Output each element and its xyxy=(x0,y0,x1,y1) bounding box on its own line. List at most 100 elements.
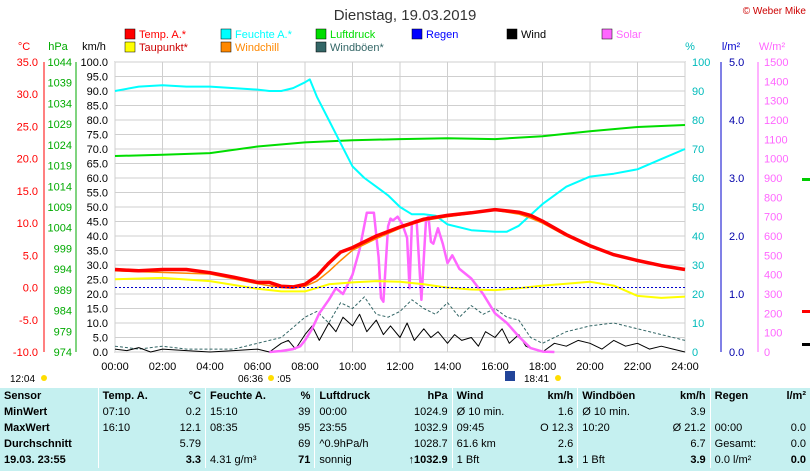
stats-row-avg: Durchschnitt 5.79 69 ^0.9hPa/h 1028.7 61… xyxy=(0,436,810,452)
wind-tick-label: 85.0 xyxy=(87,101,108,113)
legend-label: Windchill xyxy=(235,42,279,54)
x-tick-label: 18:00 xyxy=(529,361,557,373)
pressure-tick-label: 974 xyxy=(54,347,72,359)
pressure-tick-label: 1014 xyxy=(48,181,72,193)
humidity-tick-label: 60 xyxy=(692,173,704,185)
humidity-tick-label: 80 xyxy=(692,115,704,127)
x-tick-label: 00:00 xyxy=(101,361,129,373)
stats-cell: 3.9 xyxy=(690,454,706,466)
edge-mark-black xyxy=(802,343,810,346)
pressure-tick-label: 999 xyxy=(54,243,72,255)
legend-label: Taupunkt* xyxy=(139,42,189,54)
edge-mark-red xyxy=(802,310,810,313)
stats-cell: 2.6 xyxy=(557,438,574,450)
humidity-tick-label: 30 xyxy=(692,260,704,272)
temp-tick-label: -10.0 xyxy=(13,347,38,359)
wind-tick-label: 15.0 xyxy=(87,304,108,316)
sunrise-marker xyxy=(268,375,274,381)
pressure-tick-label: 1034 xyxy=(48,98,72,110)
temp-tick-label: 35.0 xyxy=(17,57,38,69)
weather-chart: Dienstag, 19.03.2019 © Weber Mike Temp. … xyxy=(10,6,810,385)
x-tick-label: 22:00 xyxy=(624,361,652,373)
x-tick-label: 12:00 xyxy=(386,361,414,373)
stats-cell: 6.7 xyxy=(690,438,706,450)
wind-tick-label: 90.0 xyxy=(87,86,108,98)
rain-tick-label: 1.0 xyxy=(729,289,744,301)
stats-row-current: 19.03. 23:55 3.3 4.31 g/m³ 71 sonnig ↑10… xyxy=(0,452,810,468)
x-tick-label: 02:00 xyxy=(149,361,177,373)
sunset-icon xyxy=(505,371,515,381)
legend-swatch xyxy=(315,28,327,40)
stats-cell: Ø 10 min. xyxy=(577,404,657,420)
humidity-tick-label: 20 xyxy=(692,289,704,301)
temp-unit: °C xyxy=(18,41,30,53)
stats-cell xyxy=(709,404,775,420)
pressure-tick-label: 1019 xyxy=(48,161,72,173)
stats-cell: 61.6 km xyxy=(451,436,525,452)
stats-cell: 4.31 g/m³ xyxy=(205,452,289,468)
chart-title: Dienstag, 19.03.2019 xyxy=(334,7,477,24)
wind-tick-label: 95.0 xyxy=(87,72,108,84)
legend-swatch xyxy=(315,41,327,53)
temp-tick-label: 5.0 xyxy=(23,250,38,262)
stats-cell: 00:00 xyxy=(709,420,775,436)
legend-label: Wind xyxy=(521,29,546,41)
stats-cell: 3.9 xyxy=(690,406,706,418)
stats-cell: ^0.9hPa/h xyxy=(314,436,391,452)
solar-tick-label: 1100 xyxy=(764,134,788,146)
sunset-time: 18:41 xyxy=(524,374,549,385)
pressure-tick-label: 1004 xyxy=(48,223,72,235)
sunrise-note: :05 xyxy=(277,374,291,385)
legend-swatch xyxy=(220,28,232,40)
x-tick-label: 20:00 xyxy=(576,361,604,373)
pressure-tick-label: 984 xyxy=(54,306,72,318)
stats-cell: 1 Bft xyxy=(451,452,525,468)
stats-cell: Ø 10 min. xyxy=(451,404,525,420)
stats-header: % xyxy=(300,390,311,402)
solar-tick-label: 500 xyxy=(764,250,782,262)
solar-tick-label: 1000 xyxy=(764,154,788,166)
pressure-tick-label: 1009 xyxy=(48,202,72,214)
wind-tick-label: 45.0 xyxy=(87,217,108,229)
solar-tick-label: 0 xyxy=(764,347,770,359)
wind-tick-label: 55.0 xyxy=(87,188,108,200)
wind-tick-label: 30.0 xyxy=(87,260,108,272)
legend-swatch xyxy=(124,28,136,40)
series-group xyxy=(114,78,686,354)
pressure-tick-label: 1044 xyxy=(48,57,72,69)
solar-tick-label: 200 xyxy=(764,308,782,320)
humidity-tick-label: 100 xyxy=(692,57,710,69)
rain-unit: l/m² xyxy=(722,41,741,53)
stats-cell xyxy=(774,404,810,420)
pressure-unit: hPa xyxy=(48,41,68,53)
x-tick-label: 06:00 xyxy=(244,361,272,373)
stats-header: km/h xyxy=(679,390,706,402)
solar-tick-label: 800 xyxy=(764,192,782,204)
wind-tick-label: 70.0 xyxy=(87,144,108,156)
stats-cell: 71 xyxy=(298,454,311,466)
wind-tick-label: 60.0 xyxy=(87,173,108,185)
stats-cell: ↑1032.9 xyxy=(408,454,448,466)
stats-panel: Sensor Temp. A. °C Feuchte A. % Luftdruc… xyxy=(0,388,810,471)
stats-table: Sensor Temp. A. °C Feuchte A. % Luftdruc… xyxy=(0,388,810,468)
stats-header: Regen xyxy=(709,388,775,404)
legend-label: Solar xyxy=(616,29,642,41)
legend-swatch xyxy=(220,41,232,53)
stats-cell xyxy=(577,436,657,452)
series-line-windb-en xyxy=(114,296,686,350)
credit-text: © Weber Mike xyxy=(743,6,807,17)
stats-header: Sensor xyxy=(4,390,42,402)
rain-tick-label: 2.0 xyxy=(729,231,744,243)
stats-cell: 09:45 xyxy=(451,420,525,436)
solar-tick-label: 700 xyxy=(764,212,782,224)
stats-cell: 00:00 xyxy=(314,404,391,420)
edge-mark-green xyxy=(802,178,810,181)
stats-cell: 12.1 xyxy=(179,422,202,434)
stats-cell: 19.03. 23:55 xyxy=(4,454,66,466)
wind-tick-label: 5.0 xyxy=(93,333,108,345)
humidity-tick-label: 90 xyxy=(692,86,704,98)
stats-cell: 08:35 xyxy=(205,420,289,436)
axes: 100.095.090.085.080.075.070.065.060.055.… xyxy=(13,57,789,373)
series-line-feuchte-a xyxy=(114,78,686,233)
solar-tick-label: 1500 xyxy=(764,57,788,69)
